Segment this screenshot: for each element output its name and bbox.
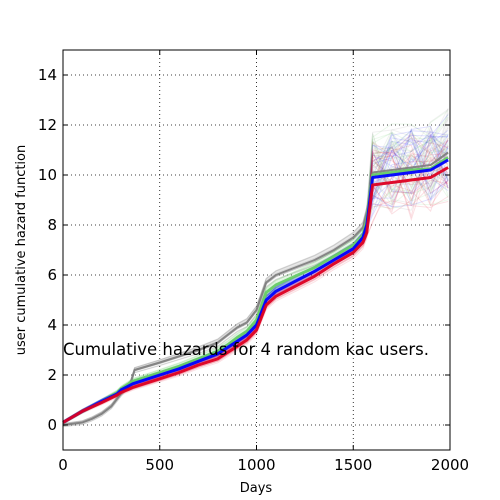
y-axis-label: user cumulative hazard function [14,145,29,356]
x-axis-label: Days [240,481,273,496]
y-tick-label: 6 [47,266,57,284]
y-axis-ticks: 0 2 4 6 8 10 12 14 [38,66,450,434]
y-tick-label: 0 [47,416,57,434]
series-bands [63,108,449,428]
x-tick-label: 1500 [334,456,372,474]
x-tick-label: 0 [58,456,68,474]
series-sample-line [63,133,449,422]
x-tick-label: 500 [145,456,174,474]
series-sample-line [63,139,449,425]
y-tick-label: 4 [47,316,57,334]
series-sample-line [63,133,449,424]
y-tick-label: 14 [38,66,57,84]
series-line-4 [62,166,449,424]
series-sample-line [63,133,449,422]
series-sample-line [63,157,449,425]
y-tick-label: 10 [38,166,57,184]
series-sample-line [63,123,449,422]
series-sample-line [63,177,449,423]
series-sample-line [63,132,449,424]
series-sample-line [63,148,449,424]
series-sample-line [63,133,449,423]
x-tick-label: 1000 [237,456,275,474]
y-tick-label: 12 [38,116,57,134]
y-tick-label: 2 [47,366,57,384]
series-sample-line [63,168,449,422]
series-sample-line [63,133,449,423]
series-sample-line [63,117,449,426]
series-lines [62,151,449,426]
x-tick-label: 2000 [431,456,469,474]
x-axis-ticks: 0 500 1000 1500 2000 [58,50,469,474]
y-tick-label: 8 [47,216,57,234]
chart-annotation: Cumulative hazards for 4 random kac user… [63,340,429,359]
